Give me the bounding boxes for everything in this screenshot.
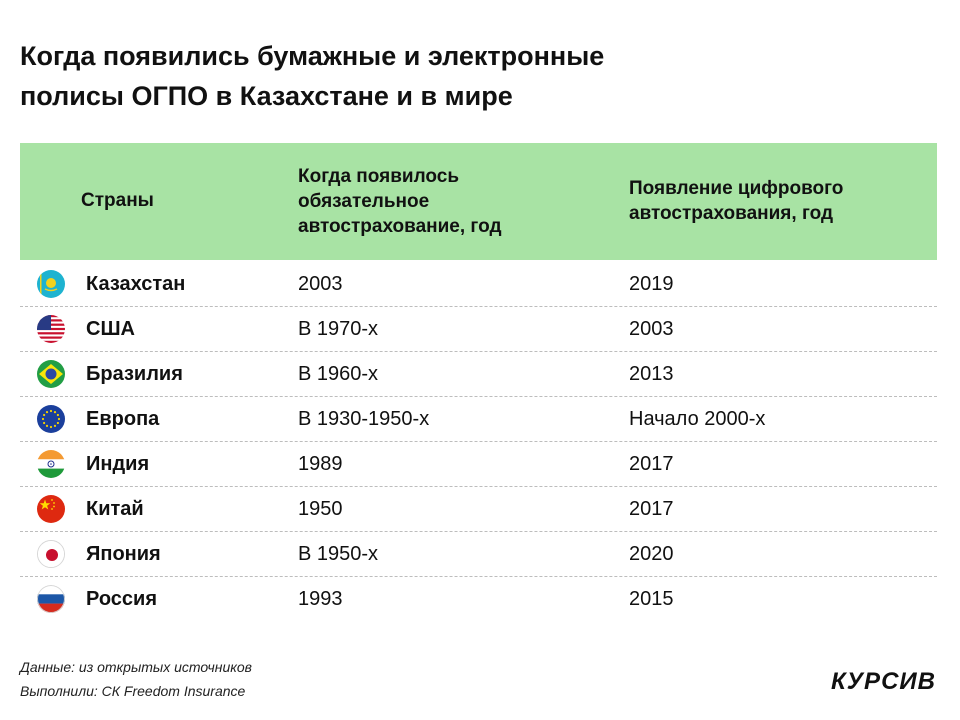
- india-flag-icon: [37, 450, 65, 478]
- country-name: США: [86, 318, 135, 340]
- header-mandatory-line-3: автострахование, год: [298, 216, 502, 237]
- digital-year: 2003: [629, 318, 674, 340]
- mandatory-year: В 1950-х: [298, 543, 379, 565]
- brazil-flag-icon: [37, 360, 65, 388]
- digital-year: 2017: [629, 453, 674, 475]
- eu-flag-icon: [37, 405, 65, 433]
- china-flag-icon: [37, 495, 65, 523]
- header-mandatory-line-2: обязательное: [298, 191, 430, 212]
- digital-year: 2013: [629, 363, 674, 385]
- table-row: США В 1970-х 2003: [20, 307, 937, 352]
- russia-flag-icon: [37, 585, 65, 613]
- footer-notes: Данные: из открытых источников Выполнили…: [20, 655, 252, 703]
- header-mandatory-line-1: Когда появилось: [298, 166, 459, 187]
- usa-flag-icon: [37, 315, 65, 343]
- mandatory-year: В 1930-1950-х: [298, 408, 430, 430]
- title-line-2: полисы ОГПО в Казахстане и в мире: [20, 81, 513, 111]
- digital-year: 2019: [629, 273, 674, 295]
- table-row: Россия 1993 2015: [20, 577, 937, 622]
- source-note: Данные: из открытых источников: [20, 659, 252, 675]
- mandatory-year: 2003: [298, 273, 343, 295]
- table-row: Япония В 1950-х 2020: [20, 532, 937, 577]
- header-mandatory-year: Когда появилось обязательное автострахов…: [298, 164, 598, 239]
- table-row: Бразилия В 1960-х 2013: [20, 352, 937, 397]
- digital-year: Начало 2000-х: [629, 408, 766, 430]
- table-body: Казахстан 2003 2019 США В 1970-х 2003 Бр…: [20, 262, 937, 622]
- title-line-1: Когда появились бумажные и электронные: [20, 41, 605, 71]
- table-header: Страны Когда появилось обязательное авто…: [20, 143, 937, 260]
- page-title: Когда появились бумажные и электронные п…: [20, 36, 920, 116]
- country-name: Япония: [86, 543, 161, 565]
- kursiv-logo: КУРСИВ: [831, 668, 936, 695]
- mandatory-year: 1950: [298, 498, 343, 520]
- header-digital-line-1: Появление цифрового: [629, 178, 844, 199]
- table-row: Китай 1950 2017: [20, 487, 937, 532]
- digital-year: 2017: [629, 498, 674, 520]
- country-name: Казахстан: [86, 273, 186, 295]
- country-name: Европа: [86, 408, 160, 430]
- kazakhstan-flag-icon: [37, 270, 65, 298]
- mandatory-year: В 1960-х: [298, 363, 379, 385]
- country-name: Китай: [86, 498, 144, 520]
- digital-year: 2015: [629, 588, 674, 610]
- mandatory-year: В 1970-х: [298, 318, 379, 340]
- mandatory-year: 1993: [298, 588, 343, 610]
- header-digital-line-2: автострахования, год: [629, 203, 834, 224]
- digital-year: 2020: [629, 543, 674, 565]
- header-countries: Страны: [81, 190, 154, 211]
- header-digital-year: Появление цифрового автострахования, год: [629, 176, 939, 226]
- table-row: Европа В 1930-1950-х Начало 2000-х: [20, 397, 937, 442]
- country-name: Индия: [86, 453, 150, 475]
- country-name: Бразилия: [86, 363, 183, 385]
- table-row: Казахстан 2003 2019: [20, 262, 937, 307]
- country-name: Россия: [86, 588, 158, 610]
- table-row: Индия 1989 2017: [20, 442, 937, 487]
- mandatory-year: 1989: [298, 453, 343, 475]
- credits-note: Выполнили: СК Freedom Insurance: [20, 683, 246, 699]
- japan-flag-icon: [37, 540, 65, 568]
